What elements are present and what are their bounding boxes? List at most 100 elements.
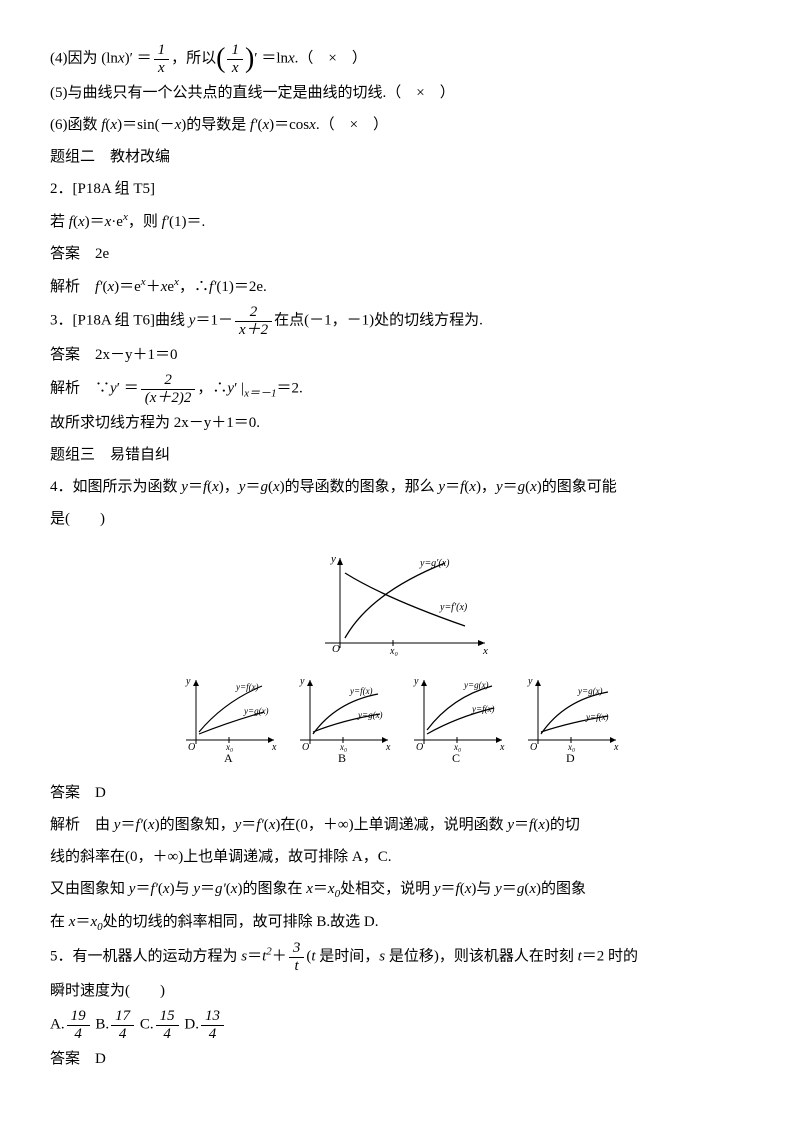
txt: 若	[50, 214, 69, 230]
txt: )＝sin(－	[117, 117, 175, 133]
svg-text:O: O	[416, 742, 423, 753]
item-4: (4)因为 (lnx)′ ＝1x，所以(1x)′ ＝lnx.（ × ）	[50, 42, 750, 76]
var-x: x	[118, 50, 125, 66]
p4-answer: 答案 D	[50, 778, 750, 808]
svg-text:x₀: x₀	[389, 646, 398, 657]
txt: ，∴	[179, 279, 209, 295]
txt: 5．有一机器人的运动方程为	[50, 948, 241, 964]
var-g: g	[518, 479, 526, 495]
svg-text:y=g(x): y=g(x)	[577, 686, 603, 696]
txt: ＝	[247, 948, 262, 964]
p5-answer: 答案 D	[50, 1044, 750, 1074]
var-x: x	[538, 817, 545, 833]
frac-13-4: 134	[201, 1008, 224, 1042]
p4-expl-3: 又由图象知 y＝f′(x)与 y＝g′(x)的图象在 x＝x0处相交，说明 y＝…	[50, 874, 750, 905]
p2-answer: 答案 2e	[50, 239, 750, 269]
svg-text:y=f′(x): y=f′(x)	[439, 602, 468, 613]
opt-a-graph: O x y x₀ y=f(x) y=g(x) A	[174, 672, 284, 764]
var-x: x	[288, 50, 295, 66]
txt: ，则	[128, 214, 162, 230]
p4-expl-2: 线的斜率在(0，＋∞)上也单调递减，故可排除 A，C.	[50, 842, 750, 872]
txt: 处的切线的斜率相同，故可排除 B.故选 D.	[103, 914, 379, 930]
frac-1-over-x: 1x	[154, 42, 170, 76]
txt: ＝	[135, 881, 150, 897]
svg-text:y: y	[185, 676, 191, 687]
txt: (6)函数	[50, 117, 101, 133]
p5-stem-2: 瞬时速度为( )	[50, 976, 750, 1006]
p4-stem: 4．如图所示为函数 y＝f(x)，y＝g(x)的导函数的图象，那么 y＝f(x)…	[50, 472, 750, 502]
p2-expl: 解析 f′(x)＝ex＋xex，∴f′(1)＝2e.	[50, 271, 750, 302]
txt: ＝	[441, 881, 456, 897]
txt: ＝	[245, 479, 260, 495]
ans-label: 答案	[50, 347, 95, 363]
svg-text:y: y	[527, 676, 533, 687]
var-x: x	[306, 881, 313, 897]
svg-text:x: x	[385, 742, 391, 753]
svg-text:C: C	[452, 751, 460, 764]
var-fp: f′	[256, 817, 263, 833]
ans-val: 2e	[95, 246, 109, 262]
svg-text:O: O	[332, 643, 340, 655]
svg-text:y=f(x): y=f(x)	[585, 712, 609, 722]
ans-val: D	[95, 785, 106, 801]
txt: 是位移)，则该机器人在时刻	[385, 948, 578, 964]
var-x: x	[309, 117, 316, 133]
opt-a-label: A.	[50, 1016, 65, 1032]
txt: ·e	[111, 214, 123, 230]
txt: )与	[170, 881, 194, 897]
group2-heading: 题组二 教材改编	[50, 142, 750, 172]
svg-text:y=f(x): y=f(x)	[235, 682, 259, 692]
txt: )′ ＝	[125, 50, 152, 66]
txt: ′ ＝	[117, 380, 139, 396]
var-x: x	[530, 479, 537, 495]
txt: ＝	[120, 817, 135, 833]
var-y: y	[110, 380, 117, 396]
txt: )，	[219, 479, 239, 495]
txt: 在	[50, 914, 69, 930]
exp-label: 解析	[50, 380, 95, 396]
txt: )的导数是	[181, 117, 250, 133]
exp-label: 解析	[50, 817, 95, 833]
frac-17-4: 174	[111, 1008, 134, 1042]
txt: 处相交，说明	[340, 881, 434, 897]
var-y: y	[507, 817, 514, 833]
svg-text:O: O	[530, 742, 537, 753]
svg-text:x: x	[613, 742, 619, 753]
svg-text:B: B	[338, 751, 346, 764]
p2-stem: 若 f(x)＝x·ex，则 f′(1)＝.	[50, 206, 750, 237]
svg-text:y=f(x): y=f(x)	[471, 704, 495, 714]
group3-heading: 题组三 易错自纠	[50, 440, 750, 470]
txt: 在点(－1，－1)处的切线方程为.	[274, 312, 483, 328]
ans-label: 答案	[50, 785, 95, 801]
txt: )的切	[545, 817, 580, 833]
txt: )的图象知，	[155, 817, 235, 833]
ans-val: 2x－y＋1＝0	[95, 347, 178, 363]
txt: ＝	[445, 479, 460, 495]
txt: ＝2.	[277, 380, 303, 396]
txt: ′ |	[234, 380, 244, 396]
rparen: )	[245, 45, 254, 73]
txt: ＝	[75, 914, 90, 930]
ans-label: 答案	[50, 246, 95, 262]
opt-c-label: C.	[136, 1016, 154, 1032]
svg-text:y: y	[413, 676, 419, 687]
svg-text:y=g(x): y=g(x)	[357, 710, 383, 720]
var-gp: g′	[215, 881, 226, 897]
txt: 3．[P18A 组 T6]曲线	[50, 312, 189, 328]
svg-text:y: y	[299, 676, 305, 687]
var-x: x	[163, 881, 170, 897]
var-x: x	[212, 479, 219, 495]
p3-answer: 答案 2x－y＋1＝0	[50, 340, 750, 370]
frac-1-over-x: 1x	[227, 42, 243, 76]
txt: ＝	[200, 881, 215, 897]
p5-options: A.194 B.174 C.154 D.134	[50, 1008, 750, 1042]
txt: ＋	[272, 948, 287, 964]
var-y: y	[496, 479, 503, 495]
p4-stem-2: 是( )	[50, 504, 750, 534]
opt-d-label: D.	[181, 1016, 199, 1032]
lparen: (	[216, 45, 225, 73]
var-fp: f′	[135, 817, 142, 833]
ans-val: D	[95, 1051, 106, 1067]
svg-text:O: O	[188, 742, 195, 753]
p4-expl-4: 在 x＝x0处的切线的斜率相同，故可排除 B.故选 D.	[50, 907, 750, 938]
